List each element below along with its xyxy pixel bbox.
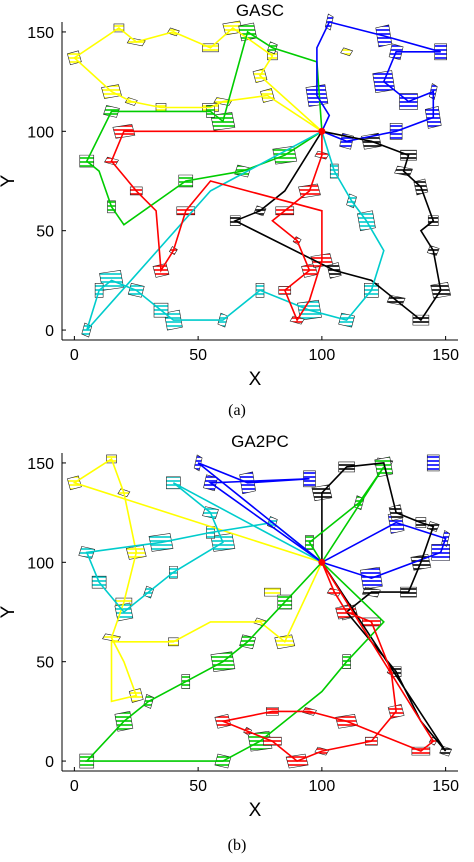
ga2pc-x-tick-label: 150 [432, 778, 459, 795]
gasc-title: GASC [236, 1, 284, 20]
gasc-x-axis-label: X [249, 369, 262, 390]
gasc-route [73, 26, 323, 132]
ga2pc-y-tick-label: 0 [45, 754, 54, 771]
ga2pc-x-axis-label: X [249, 800, 262, 821]
ga2pc-y-tick-label: 50 [36, 655, 54, 672]
gasc-depot-marker [318, 127, 326, 135]
gasc-x-tick-label: 0 [70, 347, 79, 364]
ga2pc-patch [426, 454, 440, 472]
gasc-y-tick-label: 100 [27, 124, 54, 141]
gasc-route [86, 130, 385, 331]
gasc-x-tick-label: 50 [189, 347, 207, 364]
gasc-x-tick-label: 100 [309, 347, 336, 364]
chart-gasc: GASC 0 50 100 150 0 50 100 150 X Y [0, 0, 474, 400]
gasc-y-axis-label: Y [0, 174, 19, 187]
gasc-y-tick-label: 150 [27, 25, 54, 42]
ga2pc-route [85, 482, 323, 614]
gasc-y-tick-label: 0 [45, 323, 54, 340]
ga2pc-y-tick-label: 100 [27, 555, 54, 572]
gasc-route [316, 21, 441, 143]
ga2pc-title: GA2PC [231, 432, 289, 451]
caption-b: (b) [227, 837, 247, 854]
gasc-x-tick-label: 150 [432, 347, 459, 364]
chart-ga2pc: GA2PC 0 50 100 150 0 50 100 150 X Y [0, 431, 474, 831]
chart-gasc-svg: GASC 0 50 100 150 0 50 100 150 X Y [0, 1, 459, 390]
ga2pc-depot-marker [318, 558, 326, 566]
ga2pc-y-tick-label: 150 [27, 456, 54, 473]
ga2pc-x-tick-label: 100 [309, 778, 336, 795]
ga2pc-y-axis-label: Y [0, 605, 19, 618]
ga2pc-x-tick-label: 0 [70, 778, 79, 795]
gasc-route [85, 30, 323, 226]
ga2pc-route [321, 462, 447, 752]
ga2pc-route [84, 466, 385, 762]
gasc-patch [340, 47, 354, 57]
chart-ga2pc-svg: GA2PC 0 50 100 150 0 50 100 150 X Y [0, 432, 459, 821]
gasc-y-tick-label: 50 [36, 224, 54, 241]
caption-a: (a) [228, 402, 246, 419]
ga2pc-x-tick-label: 50 [189, 778, 207, 795]
ga2pc-route [72, 457, 323, 703]
gasc-route [233, 130, 442, 322]
ga2pc-route [220, 561, 435, 763]
gasc-route [110, 130, 323, 322]
